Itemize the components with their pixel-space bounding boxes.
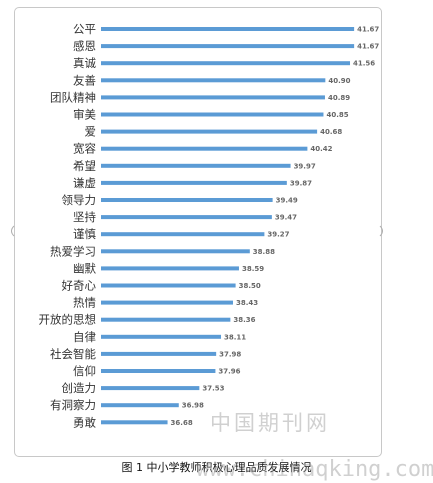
bar: [101, 112, 324, 117]
bar: [101, 249, 250, 254]
category-label: 宽容: [73, 142, 96, 156]
category-label: 谦虚: [73, 176, 96, 190]
value-label: 41.67: [357, 43, 379, 51]
bar: [101, 420, 168, 425]
bar: [101, 163, 291, 168]
bar: [101, 44, 355, 49]
frame-handle: [11, 225, 15, 237]
bar-chart: 公平 41.67 感恩 41.67 真诚 41.56 友善 40.90 团队精神 40.89 审美 4…: [11, 22, 383, 429]
category-label: 社会智能: [50, 347, 96, 361]
value-label: 38.11: [224, 333, 246, 341]
bar: [101, 300, 233, 305]
value-label: 40.89: [328, 94, 350, 102]
bar: [101, 198, 273, 202]
category-label: 希望: [73, 159, 96, 173]
bar: [101, 95, 325, 100]
value-label: 41.67: [357, 26, 379, 34]
category-label: 友善: [73, 73, 96, 87]
value-label: 40.85: [326, 111, 348, 119]
bar: [101, 403, 179, 408]
value-label: 38.50: [239, 282, 261, 290]
value-label: 39.27: [267, 231, 289, 239]
value-label: 40.42: [310, 145, 332, 153]
value-label: 37.53: [202, 385, 224, 393]
bar: [101, 283, 236, 288]
bar: [101, 266, 239, 271]
bar: [101, 180, 287, 185]
value-label: 37.96: [218, 368, 240, 376]
category-label: 审美: [73, 108, 96, 122]
bar: [101, 386, 200, 391]
bar: [101, 129, 318, 134]
category-label: 有洞察力: [50, 398, 96, 412]
value-label: 37.98: [219, 350, 241, 358]
value-label: 39.49: [276, 197, 298, 205]
category-label: 热情: [73, 296, 96, 310]
value-label: 39.97: [294, 162, 316, 170]
category-label: 团队精神: [50, 90, 96, 104]
category-label: 幽默: [73, 261, 96, 275]
value-label: 39.87: [290, 179, 312, 187]
category-label: 爱: [85, 125, 97, 139]
category-label: 坚持: [73, 210, 96, 224]
category-label: 勇敢: [73, 415, 96, 429]
category-label: 谨慎: [73, 227, 96, 241]
category-label: 感恩: [73, 39, 96, 53]
bar: [101, 317, 231, 322]
watermark-url: www.chinaqking.com: [196, 457, 433, 482]
category-label: 自律: [73, 330, 96, 344]
value-label: 39.47: [275, 214, 297, 222]
category-label: 信仰: [73, 364, 96, 378]
bar: [101, 215, 272, 220]
value-label: 36.98: [182, 402, 204, 410]
bar: [101, 334, 222, 339]
bar: [101, 61, 351, 66]
value-label: 41.56: [353, 60, 375, 68]
bar: [101, 78, 326, 83]
value-label: 38.36: [233, 316, 255, 324]
value-label: 40.90: [328, 77, 350, 85]
bar: [101, 27, 355, 31]
bar: [101, 146, 308, 151]
bar: [101, 351, 217, 356]
value-label: 38.88: [253, 248, 275, 256]
category-label: 热爱学习: [50, 244, 96, 258]
value-label: 40.68: [320, 128, 342, 136]
value-label: 38.43: [236, 299, 258, 307]
category-label: 公平: [73, 22, 96, 36]
bar: [101, 369, 216, 373]
frame-handle: [379, 225, 383, 237]
category-label: 真诚: [73, 56, 96, 70]
bar: [101, 232, 265, 237]
category-label: 创造力: [62, 381, 97, 395]
value-label: 38.59: [242, 265, 264, 273]
category-label: 领导力: [62, 193, 97, 207]
figure-caption: 图 1 中小学教师积极心理品质发展情况: [121, 461, 312, 474]
category-label: 好奇心: [62, 279, 97, 293]
value-label: 36.68: [171, 419, 193, 427]
category-label: 开放的思想: [39, 313, 97, 327]
watermark-cn: 中国期刊网: [210, 411, 330, 435]
